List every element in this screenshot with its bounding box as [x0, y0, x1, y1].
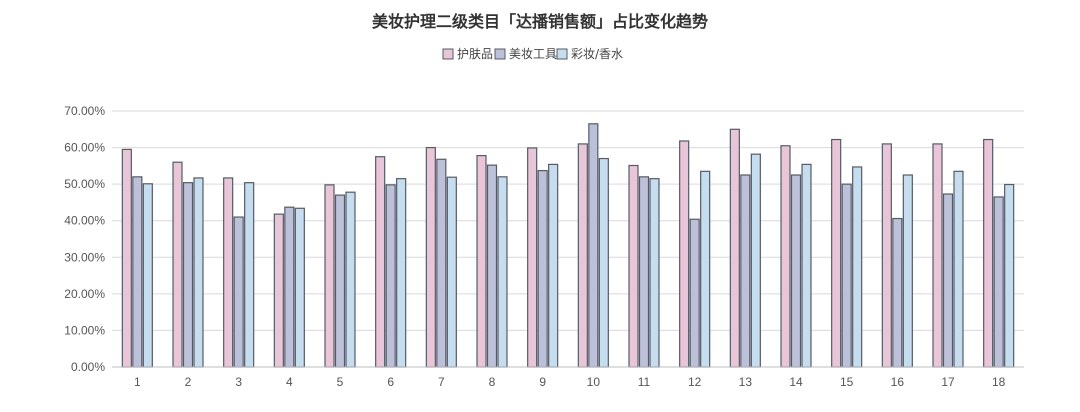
bar: [700, 170, 711, 368]
bar: [841, 183, 852, 368]
bar: [588, 123, 599, 368]
legend-label: 护肤品: [457, 46, 493, 61]
bar: [649, 178, 660, 368]
y-tick-label: 60.00%: [64, 141, 105, 155]
y-axis-ticks: 0.00% 10.00% 20.00% 30.00% 40.00% 50.00% 60.00…: [64, 104, 105, 374]
x-tick-label: 6: [387, 375, 394, 389]
bar: [548, 163, 559, 368]
y-tick-label: 70.00%: [64, 104, 105, 118]
bar: [284, 206, 295, 368]
x-tick-label: 12: [688, 375, 702, 389]
x-tick-label: 1: [134, 375, 141, 389]
bar: [436, 158, 447, 368]
x-tick-label: 9: [539, 375, 546, 389]
x-tick-label: 11: [638, 375, 651, 389]
bar: [942, 193, 954, 368]
bar: [740, 174, 751, 368]
bar: [497, 176, 508, 368]
bar: [537, 170, 548, 368]
bar: [902, 174, 913, 368]
x-tick-label: 15: [840, 375, 854, 389]
x-tick-label: 8: [489, 375, 496, 389]
legend-swatch: [442, 48, 454, 60]
x-tick-label: 3: [235, 375, 242, 389]
bar: [932, 143, 943, 368]
bar: [729, 128, 740, 368]
bar: [193, 177, 204, 368]
y-tick-label: 50.00%: [64, 177, 105, 191]
bar: [577, 143, 588, 368]
bar: [689, 218, 700, 368]
y-tick-label: 20.00%: [64, 287, 105, 301]
bar: [334, 194, 346, 368]
bar: [142, 183, 153, 368]
y-tick-label: 40.00%: [64, 214, 105, 228]
x-tick-label: 7: [438, 375, 445, 389]
bar: [425, 146, 436, 368]
legend: 护肤品 美妆工具 彩妆/香水: [442, 46, 623, 61]
x-tick-label: 2: [185, 375, 192, 389]
bar: [679, 140, 690, 368]
bar: [892, 217, 903, 368]
bar: [486, 164, 498, 368]
bar: [527, 147, 538, 368]
x-tick-label: 16: [891, 375, 905, 389]
legend-label: 彩妆/香水: [571, 47, 623, 61]
bar: [628, 164, 639, 368]
x-tick-label: 13: [739, 375, 753, 389]
gridlines: [112, 110, 1024, 331]
bar: [638, 176, 650, 368]
x-tick-label: 18: [992, 375, 1006, 389]
bar: [1004, 183, 1015, 368]
bar: [294, 207, 305, 368]
bar: [881, 143, 892, 368]
bar: [233, 216, 244, 368]
bar: [476, 155, 487, 368]
bar: [273, 213, 284, 368]
bar: [396, 178, 407, 368]
bar: [324, 184, 335, 368]
bar: [446, 176, 457, 368]
bar: [852, 166, 863, 368]
bar: [598, 157, 609, 368]
bar: [375, 156, 386, 368]
bar: [132, 176, 143, 368]
legend-label: 美妆工具: [509, 47, 557, 61]
bars: [121, 123, 1015, 368]
legend-swatch: [556, 48, 568, 60]
bar: [831, 138, 842, 368]
bar: [172, 161, 183, 368]
bar: [993, 196, 1004, 368]
y-tick-label: 10.00%: [64, 323, 105, 337]
y-tick-label: 0.00%: [71, 360, 105, 374]
x-tick-label: 4: [286, 375, 293, 389]
x-tick-label: 14: [789, 375, 803, 389]
bar: [790, 174, 802, 368]
x-axis-ticks: 1 2 3 4 5 6 7 8 9 10 11 12 13 14 15 16 17 18: [134, 375, 1006, 389]
bar: [953, 170, 964, 368]
bar: [345, 191, 356, 368]
bar: [801, 163, 812, 368]
x-tick-label: 17: [941, 375, 955, 389]
x-tick-label: 10: [587, 375, 601, 389]
y-tick-label: 30.00%: [64, 250, 105, 264]
bar: [983, 138, 994, 368]
bar: [780, 145, 791, 368]
legend-swatch: [494, 48, 506, 60]
x-tick-label: 5: [337, 375, 344, 389]
bar: [244, 182, 255, 368]
bar: [182, 182, 194, 368]
bar: [750, 153, 761, 368]
bar: [223, 177, 234, 368]
bar: [385, 184, 396, 368]
chart-title: 美妆护理二级类目「达播销售额」占比变化趋势: [372, 12, 708, 31]
bar: [121, 148, 132, 368]
